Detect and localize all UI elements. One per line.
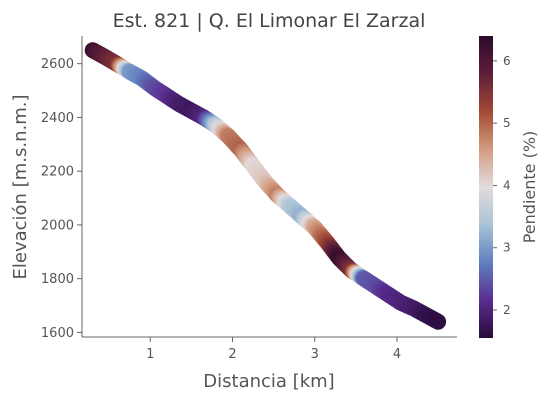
y-tick-label: 2400 (41, 111, 74, 126)
colorbar-tick-label: 5 (503, 116, 511, 130)
data-point (430, 313, 447, 330)
colorbar-ticks: 2 3 4 5 6 (493, 54, 511, 317)
plot-area: 1 2 3 4 1600 1800 2000 2200 2400 2600 (41, 36, 457, 362)
data-points (84, 42, 447, 330)
colorbar-tick-label: 3 (503, 241, 511, 255)
x-tick-label: 2 (228, 347, 236, 362)
colorbar-bar (479, 36, 493, 338)
colorbar-tick-label: 4 (503, 178, 511, 192)
y-tick-label: 1600 (41, 326, 74, 341)
y-tick-label: 2200 (41, 165, 74, 180)
x-tick-label: 4 (393, 347, 401, 362)
y-tick-label: 2000 (41, 218, 74, 233)
x-tick-label: 1 (146, 347, 154, 362)
chart-title: Est. 821 | Q. El Limonar El Zarzal (113, 10, 426, 32)
colorbar-tick-label: 2 (503, 303, 511, 317)
colorbar-tick-label: 6 (503, 54, 511, 68)
y-tick-label: 1800 (41, 272, 74, 287)
colorbar-label: Pendiente (%) (520, 131, 539, 244)
colorbar: 2 3 4 5 6 Pendiente (%) (479, 36, 539, 338)
x-tick-label: 3 (311, 347, 319, 362)
x-axis-label: Distancia [km] (203, 371, 334, 392)
y-tick-label: 2600 (41, 57, 74, 72)
x-ticks: 1 2 3 4 (146, 337, 401, 362)
y-ticks: 1600 1800 2000 2200 2400 2600 (41, 57, 82, 341)
y-axis-label: Elevación [m.s.n.m.] (10, 95, 31, 280)
